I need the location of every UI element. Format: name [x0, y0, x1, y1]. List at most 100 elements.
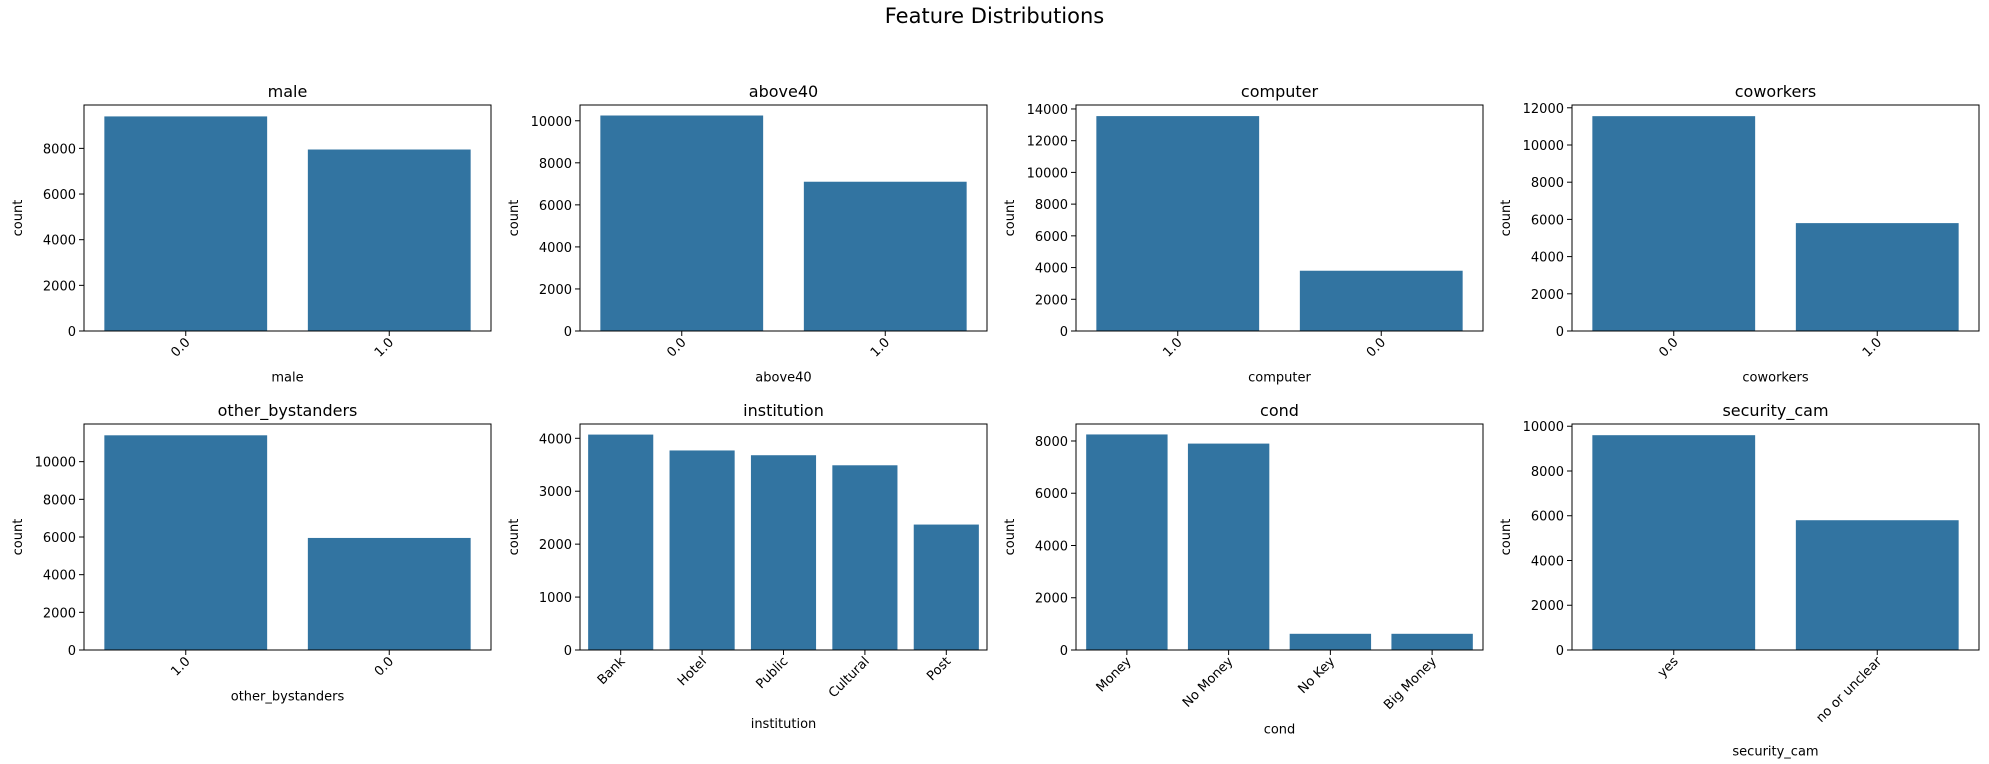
y-tick-label: 8000 [1035, 435, 1068, 450]
y-tick-label: 4000 [1531, 554, 1564, 569]
x-tick-label: 0.0 [372, 654, 397, 679]
y-tick-label: 0 [68, 644, 76, 659]
bar-no-money [1187, 443, 1270, 650]
subplot-title: computer [1241, 82, 1319, 101]
y-tick-label: 2000 [539, 283, 572, 298]
bar-1.0 [307, 149, 471, 331]
bar-hotel [669, 450, 735, 650]
x-axis-label: cond [1264, 723, 1296, 738]
subplot-title: coworkers [1735, 82, 1817, 101]
subplot-computer: 0 2000 4000 6000 8000 10000 12000 14000 1.0 0.0 co… [1003, 82, 1484, 386]
bar-no-key [1289, 633, 1372, 650]
y-tick-label: 4000 [1035, 262, 1068, 277]
y-tick-label: 8000 [43, 493, 76, 508]
y-tick-label: 2000 [539, 538, 572, 553]
x-axis-label: male [271, 371, 303, 386]
y-tick-label: 3000 [539, 485, 572, 500]
y-tick-label: 8000 [1531, 465, 1564, 480]
y-tick-label: 6000 [539, 199, 572, 214]
y-tick-label: 8000 [539, 157, 572, 172]
x-tick-label: no or unclear [1813, 654, 1885, 726]
x-tick-label: Post [924, 654, 954, 684]
x-tick-label: 0.0 [664, 335, 689, 360]
x-tick-label: Bank [595, 654, 629, 688]
bar-0.0 [600, 115, 764, 331]
x-axis-label: security_cam [1732, 745, 1818, 760]
subplot-title: security_cam [1722, 401, 1828, 421]
y-axis-label: count [1499, 519, 1514, 556]
bar-1.0 [1795, 223, 1959, 331]
y-tick-label: 6000 [1035, 230, 1068, 245]
y-axis-label: count [507, 200, 522, 237]
y-tick-label: 10000 [1523, 139, 1564, 154]
y-tick-label: 2000 [1035, 592, 1068, 607]
bar-1.0 [104, 435, 268, 650]
x-tick-label: 1.0 [1860, 335, 1885, 360]
y-tick-label: 4000 [539, 432, 572, 447]
subplot-title: institution [743, 401, 824, 420]
y-tick-label: 2000 [1531, 599, 1564, 614]
y-tick-label: 12000 [1027, 135, 1068, 150]
y-tick-label: 6000 [1531, 213, 1564, 228]
subplot-title: above40 [749, 82, 818, 101]
y-tick-label: 0 [564, 325, 572, 340]
y-tick-label: 6000 [43, 531, 76, 546]
x-tick-label: Public [754, 654, 792, 692]
bar-1.0 [803, 181, 967, 331]
y-tick-label: 14000 [1027, 103, 1068, 118]
subplot-institution: 0 1000 2000 3000 4000 Bank Hotel Public Cultural… [507, 401, 988, 732]
bar-money [1086, 434, 1168, 650]
x-axis-label: other_bystanders [231, 690, 345, 705]
axes-frame [1571, 423, 1980, 651]
bar-bank [588, 434, 654, 650]
y-axis-label: count [1003, 519, 1018, 556]
subplot-coworkers: 0 2000 4000 6000 8000 10000 12000 0.0 1.0 coworke… [1499, 82, 1980, 386]
y-tick-label: 8000 [1531, 176, 1564, 191]
y-axis-label: count [1003, 200, 1018, 237]
x-tick-label: No Key [1296, 654, 1339, 697]
y-axis-label: count [11, 519, 26, 556]
x-tick-label: yes [1655, 654, 1682, 681]
x-tick-label: 1.0 [1160, 335, 1185, 360]
bar-0.0 [307, 537, 471, 650]
y-tick-label: 1000 [539, 591, 572, 606]
bar-cultural [832, 465, 898, 650]
x-tick-label: 0.0 [168, 335, 193, 360]
subplot-other-bystanders: 0 2000 4000 6000 8000 10000 1.0 0.0 other_bystan… [11, 401, 492, 705]
x-tick-label: Money [1094, 654, 1135, 695]
y-tick-label: 4000 [43, 234, 76, 249]
y-tick-label: 4000 [539, 241, 572, 256]
bar-1.0 [1096, 116, 1260, 332]
y-tick-label: 6000 [1531, 510, 1564, 525]
y-tick-label: 0 [1556, 644, 1564, 659]
x-tick-label: 0.0 [1656, 335, 1681, 360]
subplot-cond: 0 2000 4000 6000 8000 Money No Money No Key Big … [1003, 401, 1484, 738]
y-tick-label: 4000 [43, 569, 76, 584]
x-axis-label: computer [1248, 371, 1311, 386]
bar-0.0 [1299, 270, 1463, 331]
axes-frame [83, 104, 492, 332]
y-axis-label: count [11, 200, 26, 237]
y-tick-label: 10000 [1523, 420, 1564, 435]
y-tick-label: 10000 [1027, 166, 1068, 181]
y-tick-label: 0 [564, 644, 572, 659]
y-tick-label: 8000 [43, 142, 76, 157]
y-tick-label: 12000 [1523, 102, 1564, 117]
bar-public [750, 455, 817, 650]
y-tick-label: 10000 [35, 456, 76, 471]
y-tick-label: 2000 [43, 606, 76, 621]
x-tick-label: Cultural [826, 654, 873, 701]
y-tick-label: 6000 [1035, 487, 1068, 502]
x-axis-label: institution [751, 717, 817, 732]
x-tick-label: 1.0 [372, 335, 397, 360]
x-tick-label: 0.0 [1364, 335, 1389, 360]
x-axis-label: coworkers [1742, 371, 1808, 386]
y-tick-label: 2000 [1035, 293, 1068, 308]
y-tick-label: 0 [1556, 325, 1564, 340]
axes-frame [1075, 104, 1484, 332]
bar-0.0 [1592, 116, 1756, 331]
axes-frame [579, 104, 988, 332]
subplot-title: cond [1260, 401, 1299, 420]
bar-post [913, 524, 979, 650]
